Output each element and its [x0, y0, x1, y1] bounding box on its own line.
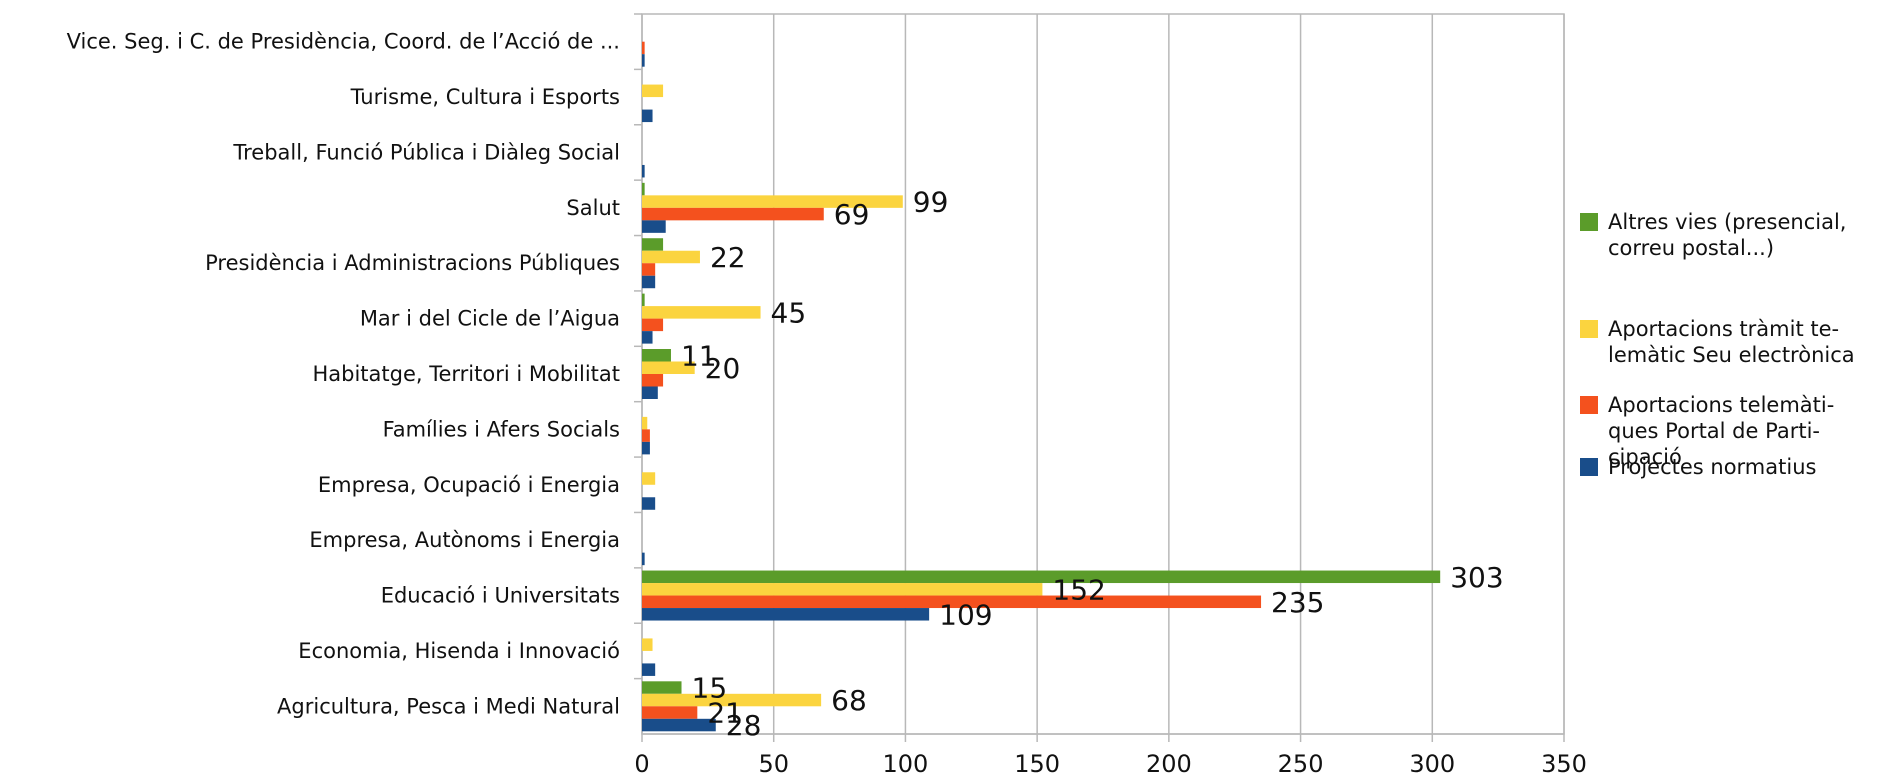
category-label: Educació i Universitats — [381, 584, 620, 608]
x-tick-label: 350 — [1541, 750, 1587, 777]
bar — [642, 608, 930, 621]
legend-swatch — [1580, 396, 1598, 414]
data-label: 69 — [834, 198, 870, 231]
legend-entry-label: Aportacions telemàti- — [1608, 393, 1834, 417]
bar — [642, 570, 1441, 584]
data-label: 21 — [707, 697, 743, 730]
bar — [642, 497, 656, 510]
axes: Vice. Seg. i C. de Presidència, Coord. d… — [67, 13, 1587, 778]
legend-entry-label: Aportacions tràmit te- — [1608, 317, 1839, 341]
x-tick-label: 50 — [758, 750, 789, 777]
bar — [642, 681, 682, 694]
bar — [642, 263, 656, 276]
data-label: 22 — [710, 241, 746, 274]
bar — [642, 195, 903, 208]
bar — [642, 275, 656, 289]
bar — [642, 441, 650, 455]
category-label: Economia, Hisenda i Innovació — [298, 639, 620, 663]
category-label: Empresa, Autònoms i Energia — [309, 528, 620, 552]
category-label: Habitatge, Territori i Mobilitat — [312, 362, 620, 386]
bar — [642, 238, 664, 251]
data-label: 235 — [1271, 586, 1324, 619]
bar — [642, 306, 761, 319]
legend-swatch — [1580, 320, 1598, 338]
data-label: 20 — [705, 352, 741, 385]
bar — [642, 109, 653, 123]
bar — [642, 552, 645, 566]
bar — [642, 293, 645, 307]
bar — [642, 41, 645, 55]
legend-swatch — [1580, 458, 1598, 476]
bar — [642, 220, 666, 233]
data-label: 303 — [1450, 561, 1503, 594]
bar — [642, 638, 653, 651]
legend-entry-label: correu postal...) — [1608, 236, 1774, 260]
legend-swatch — [1580, 213, 1598, 231]
bar — [642, 429, 650, 442]
plot-frame — [641, 13, 1565, 735]
bar — [642, 718, 716, 732]
bars — [642, 41, 1441, 732]
x-tick-label: 150 — [1014, 750, 1060, 777]
category-label: Salut — [566, 196, 620, 220]
bar — [642, 207, 824, 221]
bar — [642, 595, 1262, 609]
category-label: Presidència i Administracions Públiques — [205, 251, 620, 275]
legend-entry-label: Altres vies (presencial, — [1608, 210, 1847, 234]
bar — [642, 386, 658, 399]
bar — [642, 663, 656, 676]
data-label: 45 — [771, 296, 807, 329]
bar — [642, 164, 645, 178]
category-label: Treball, Funció Pública i Diàleg Social — [232, 140, 620, 164]
legend-entry-label: Projectes normatius — [1608, 455, 1816, 479]
bar — [642, 182, 645, 196]
x-tick-label: 300 — [1409, 750, 1455, 777]
bar — [642, 374, 664, 387]
bar — [642, 416, 648, 430]
bar — [642, 693, 822, 707]
bar — [642, 54, 645, 67]
category-label: Empresa, Ocupació i Energia — [318, 473, 620, 497]
category-label: Mar i del Cicle de l’Aigua — [360, 307, 620, 331]
category-label: Turisme, Cultura i Esports — [350, 85, 620, 109]
data-label: 11 — [681, 339, 717, 372]
bar — [642, 318, 664, 332]
x-tick-label: 250 — [1278, 750, 1324, 777]
bar — [642, 583, 1043, 596]
x-tick-label: 0 — [634, 750, 649, 777]
bar — [642, 349, 671, 362]
data-label: 99 — [913, 186, 949, 219]
category-label: Vice. Seg. i C. de Presidència, Coord. d… — [67, 30, 620, 54]
legend-entry-label: ques Portal de Parti- — [1608, 419, 1820, 443]
legend-entry-label: lemàtic Seu electrònica — [1608, 343, 1855, 367]
bar — [642, 361, 695, 374]
x-tick-label: 100 — [883, 750, 929, 777]
data-label: 68 — [831, 684, 867, 717]
bar — [642, 706, 698, 719]
data-label: 28 — [726, 709, 762, 742]
category-label: Famílies i Afers Socials — [383, 417, 620, 441]
data-label: 109 — [939, 598, 992, 631]
legend-entry-label: cipació — [1608, 445, 1682, 469]
category-label: Agricultura, Pesca i Medi Natural — [277, 694, 620, 718]
bar — [642, 331, 653, 344]
bar — [642, 250, 700, 264]
bar — [642, 472, 656, 485]
data-label: 152 — [1052, 573, 1105, 606]
data-label: 15 — [692, 672, 728, 705]
bar — [642, 84, 664, 98]
grid-lines — [641, 13, 1565, 735]
x-tick-label: 200 — [1146, 750, 1192, 777]
legend: Altres vies (presencial,correu postal...… — [1580, 210, 1855, 479]
